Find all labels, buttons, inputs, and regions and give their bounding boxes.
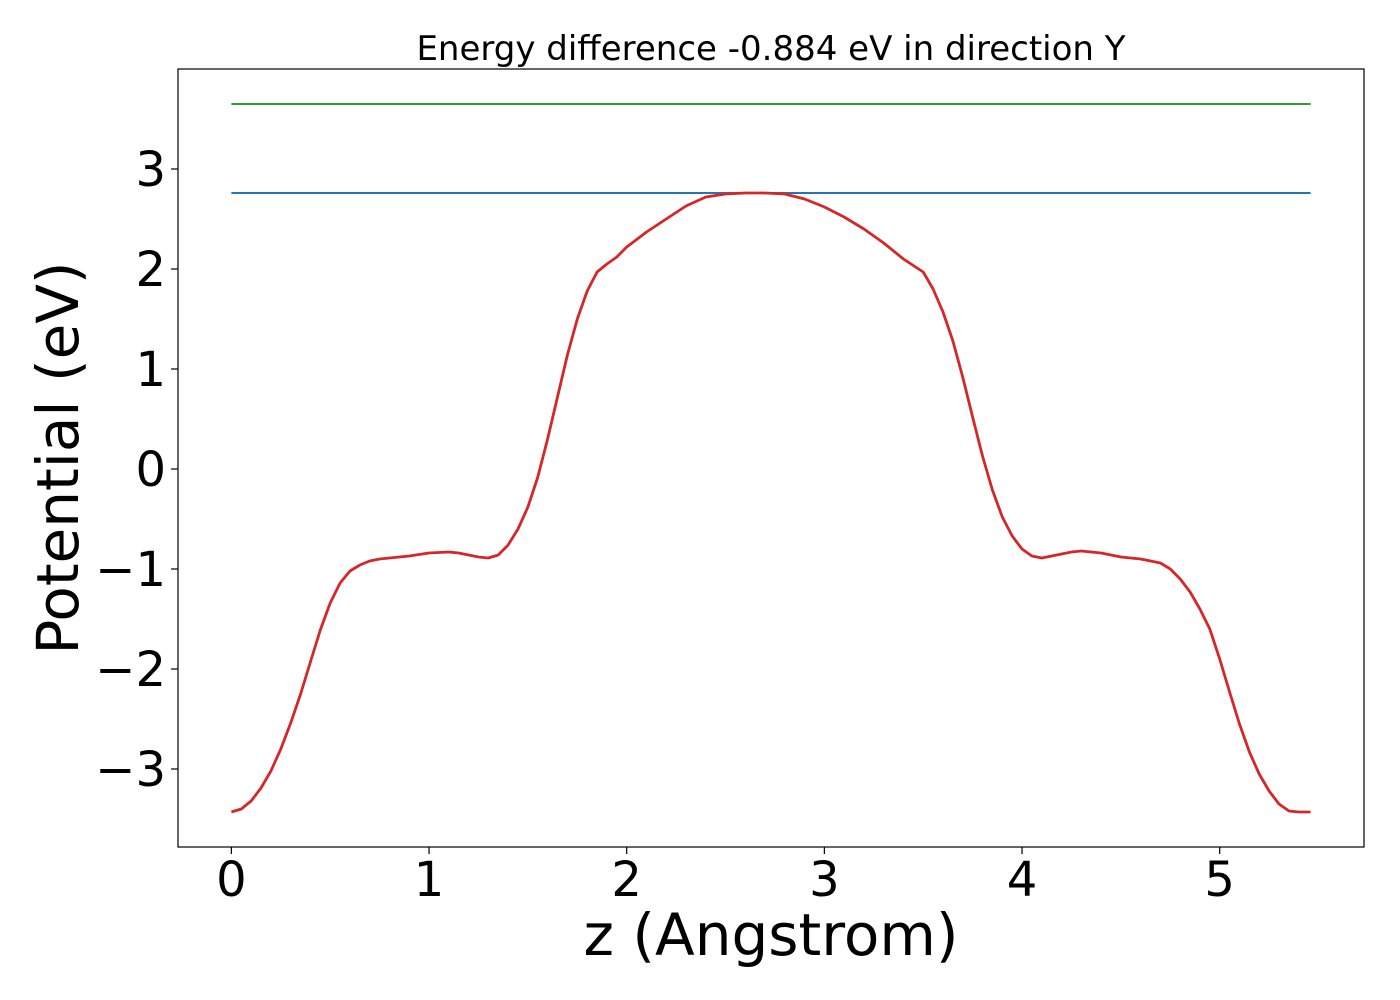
x-tick-label: 4 xyxy=(1007,852,1038,908)
x-tick-label: 2 xyxy=(611,852,642,908)
y-axis-label: Potential (eV) xyxy=(24,261,92,654)
series-layer xyxy=(230,103,1311,814)
chart-title: Energy difference -0.884 eV in direction… xyxy=(416,29,1125,69)
x-tick-label: 3 xyxy=(809,852,840,908)
y-tick-label: −2 xyxy=(95,642,166,698)
y-tick-label: 2 xyxy=(135,242,166,298)
y-tick-label: 3 xyxy=(135,142,166,198)
x-axis-label: z (Angstrom) xyxy=(584,901,959,969)
x-tick-label: 1 xyxy=(414,852,445,908)
series-line-3 xyxy=(230,191,1311,814)
y-tick-label: 0 xyxy=(135,442,166,498)
plot-frame xyxy=(177,68,1365,848)
y-tick-label: 1 xyxy=(135,342,166,398)
y-axis-ticks: −3 −2 −1 0 1 2 3 xyxy=(95,142,178,798)
y-tick-label: −1 xyxy=(95,542,166,598)
x-axis-ticks: 0 1 2 3 4 5 xyxy=(216,847,1235,908)
x-tick-label: 5 xyxy=(1204,852,1235,908)
y-tick-label: −3 xyxy=(95,742,166,798)
x-tick-label: 0 xyxy=(216,852,247,908)
